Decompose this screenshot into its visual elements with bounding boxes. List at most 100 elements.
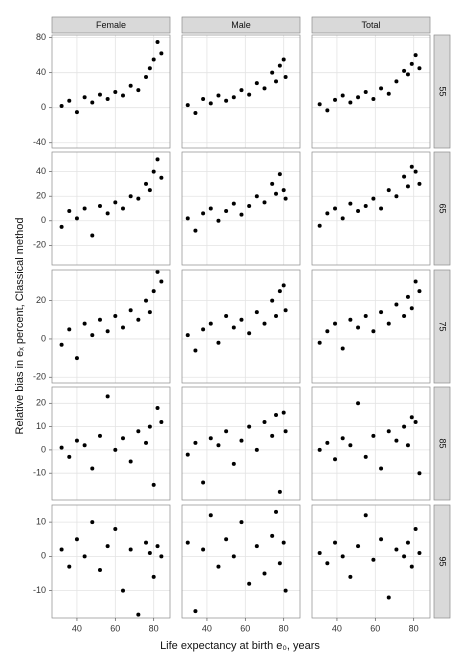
point xyxy=(67,208,72,213)
point xyxy=(270,181,275,186)
point xyxy=(340,436,345,441)
point xyxy=(201,327,206,332)
strip-background xyxy=(311,16,431,34)
point xyxy=(281,540,286,545)
row-strip-label: 75 xyxy=(438,321,448,331)
point xyxy=(239,88,244,93)
point xyxy=(379,537,384,542)
point xyxy=(405,294,410,299)
point xyxy=(262,419,267,424)
point xyxy=(405,540,410,545)
point xyxy=(417,471,422,476)
point xyxy=(90,520,95,525)
point xyxy=(193,609,198,614)
y-tick-label: 0 xyxy=(41,333,46,343)
point xyxy=(281,188,286,193)
point xyxy=(185,216,190,221)
x-tick-label: 40 xyxy=(72,623,82,633)
panel-border xyxy=(181,151,301,266)
point xyxy=(185,540,190,545)
point xyxy=(208,436,213,441)
panel-background xyxy=(52,35,170,148)
point xyxy=(417,66,422,71)
point xyxy=(402,424,407,429)
point xyxy=(208,513,213,518)
point xyxy=(185,452,190,457)
point xyxy=(67,98,72,103)
point xyxy=(147,550,152,555)
point xyxy=(386,595,391,600)
point xyxy=(371,96,376,101)
row-strip-label: 85 xyxy=(438,438,448,448)
point xyxy=(97,92,102,97)
point xyxy=(340,216,345,221)
strip-background xyxy=(433,504,451,619)
point xyxy=(216,443,221,448)
point xyxy=(113,89,118,94)
point xyxy=(151,169,156,174)
x-tick-label: 40 xyxy=(202,623,212,633)
point xyxy=(254,81,259,86)
point xyxy=(113,200,118,205)
x-tick-label: 80 xyxy=(149,623,159,633)
point xyxy=(325,211,330,216)
point xyxy=(413,526,418,531)
point xyxy=(394,194,399,199)
point xyxy=(208,321,213,326)
point xyxy=(283,196,288,201)
point xyxy=(348,574,353,579)
point xyxy=(159,175,164,180)
x-tick-label: 60 xyxy=(240,623,250,633)
point xyxy=(136,612,141,617)
point xyxy=(356,544,361,549)
point xyxy=(216,93,221,98)
point xyxy=(379,206,384,211)
point xyxy=(270,433,275,438)
y-tick-label: -40 xyxy=(33,137,46,147)
point xyxy=(193,440,198,445)
point xyxy=(82,321,87,326)
point xyxy=(283,75,288,80)
y-tick-label: 10 xyxy=(36,516,46,526)
point xyxy=(67,454,72,459)
point xyxy=(74,216,79,221)
y-tick-label: -20 xyxy=(33,240,46,250)
point xyxy=(216,218,221,223)
point xyxy=(386,188,391,193)
panel-border xyxy=(51,151,171,266)
point xyxy=(281,283,286,288)
point xyxy=(371,329,376,334)
point xyxy=(348,100,353,105)
point xyxy=(274,412,279,417)
panel-border xyxy=(311,386,431,501)
panel-border xyxy=(181,269,301,384)
point xyxy=(379,86,384,91)
point xyxy=(208,206,213,211)
point xyxy=(97,568,102,573)
y-tick-label: 20 xyxy=(36,398,46,408)
point xyxy=(144,540,149,545)
column-strip-label: Male xyxy=(231,20,251,30)
point xyxy=(155,40,160,45)
x-tick-label: 60 xyxy=(370,623,380,633)
point xyxy=(405,72,410,77)
panel-border xyxy=(311,151,431,266)
point xyxy=(128,547,133,552)
point xyxy=(97,204,102,209)
point xyxy=(274,313,279,318)
point xyxy=(409,164,414,169)
point xyxy=(254,310,259,315)
point xyxy=(356,208,361,213)
point xyxy=(90,333,95,338)
point xyxy=(413,53,418,58)
point xyxy=(193,110,198,115)
point xyxy=(59,224,64,229)
y-tick-label: 40 xyxy=(36,67,46,77)
point xyxy=(144,75,149,80)
panel-background xyxy=(312,387,430,500)
point xyxy=(97,433,102,438)
point xyxy=(402,554,407,559)
point xyxy=(120,206,125,211)
panel-border xyxy=(311,269,431,384)
